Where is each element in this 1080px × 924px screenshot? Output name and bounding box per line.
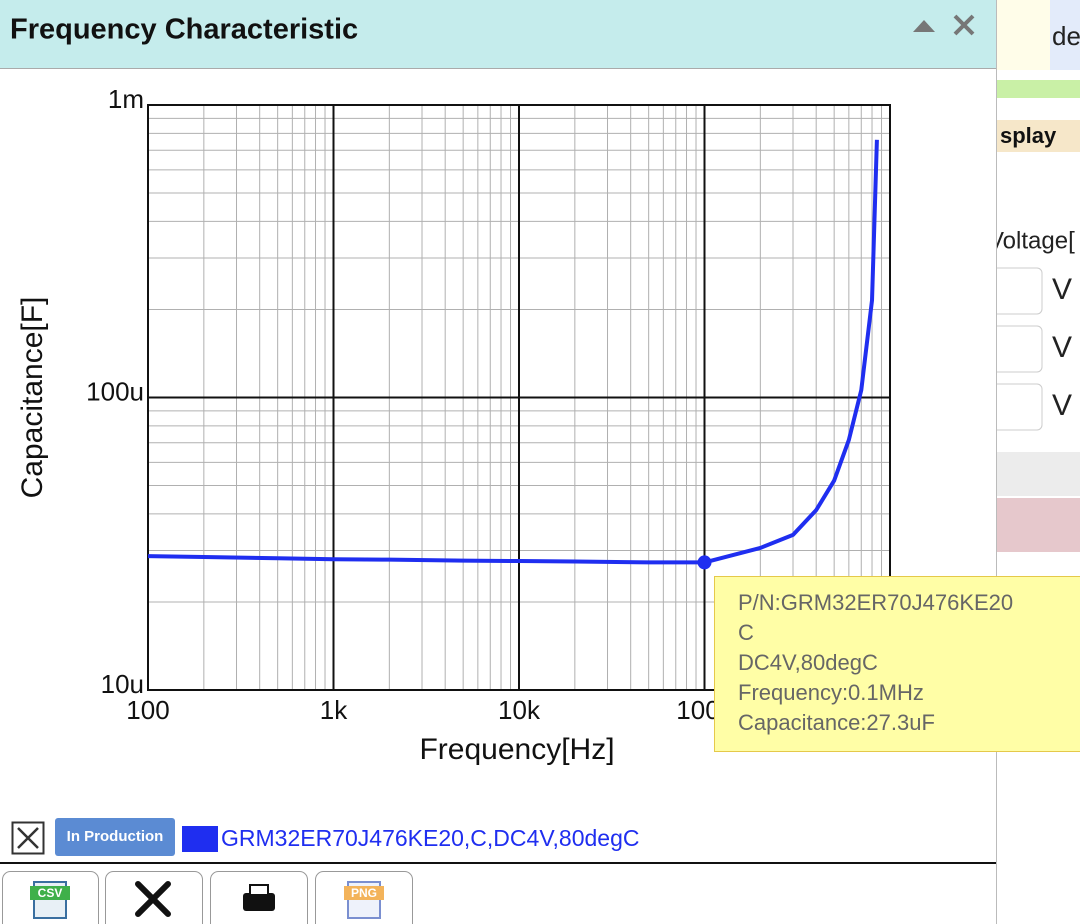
- bg-text: Voltage[: [988, 227, 1075, 254]
- series-line: [147, 139, 879, 565]
- legend-swatch: [182, 826, 218, 852]
- tooltip: [714, 576, 1080, 752]
- hover-marker: [697, 555, 712, 570]
- bg-text: V: [1052, 331, 1072, 364]
- title-bar: [0, 0, 996, 68]
- tooltip-line: DC4V,80degC: [738, 650, 878, 675]
- bg-bar: [996, 498, 1080, 552]
- status-badge: [55, 818, 175, 856]
- bg-bar: [996, 80, 1080, 98]
- collapse-button[interactable]: [913, 20, 935, 32]
- bg-text: V: [1052, 389, 1072, 422]
- csv-icon: [30, 886, 70, 900]
- status-label: In Production: [67, 828, 164, 845]
- plot-frame: [147, 104, 891, 691]
- y-axis-label: Capacitance[F]: [16, 297, 49, 499]
- y-tick-label: 10u: [101, 669, 144, 699]
- bg-text: splay: [1000, 123, 1057, 148]
- plot: 100 1k 10k 100k10u100u1mFrequency[Hz]Capaci…: [16, 84, 891, 766]
- bg-header: [996, 120, 1080, 152]
- x-tick-label: 100: [126, 695, 169, 725]
- bg-text: V: [1052, 273, 1072, 306]
- tooltip-line: Capacitance:27.3uF: [738, 710, 935, 735]
- x-axis-label: Frequency[Hz]: [419, 733, 614, 766]
- window-title: Frequency Characteristic: [10, 14, 358, 46]
- y-tick-label: 1m: [108, 84, 144, 114]
- x-tick-label: 1k: [320, 695, 348, 725]
- print-icon: [249, 884, 269, 896]
- print-icon: [243, 893, 275, 911]
- tooltip-line: Frequency:0.1MHz: [738, 680, 924, 705]
- y-tick-label: 100u: [86, 376, 144, 406]
- bg-text: de: [1052, 21, 1080, 51]
- x-tick-label: 10k: [498, 695, 541, 725]
- png-icon-text: PNG: [351, 886, 377, 900]
- tooltip-line: C: [738, 620, 754, 645]
- bg-bar: [996, 452, 1080, 496]
- bg-cell: [1050, 0, 1080, 70]
- png-icon: [344, 886, 384, 900]
- tooltip-line: P/N:GRM32ER70J476KE20: [738, 590, 1013, 615]
- legend-label[interactable]: GRM32ER70J476KE20,C,DC4V,80degC: [221, 825, 640, 851]
- settings-icon: [135, 881, 171, 917]
- checkbox-mark: [17, 827, 39, 849]
- close-button[interactable]: [953, 14, 975, 36]
- csv-icon-text: CSV: [38, 886, 63, 900]
